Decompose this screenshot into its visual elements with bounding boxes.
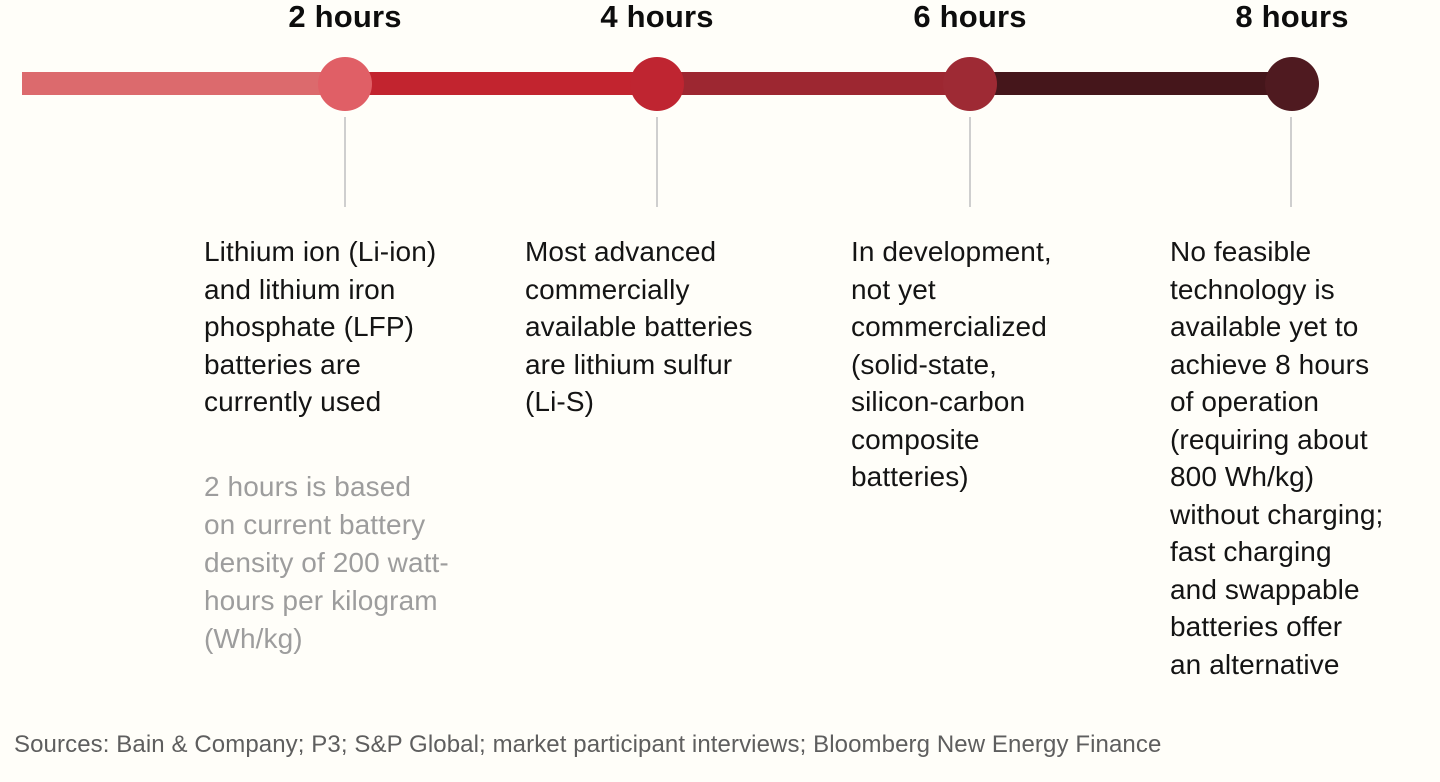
timeline-segment-4h-6h [657,72,970,95]
description-2-hours: Lithium ion (Li-ion) and lithium iron ph… [204,236,437,417]
connector-line-8-hours [1290,117,1292,207]
timeline-segment-2h-4h [345,72,657,95]
milestone-dot-2-hours [318,57,372,111]
milestone-label-2-hours: 2 hours [288,0,402,34]
connector-line-2-hours [344,117,346,207]
sources-attribution: Sources: Bain & Company; P3; S&P Global;… [14,731,1162,758]
description-6-hours: In development, not yet commercialized (… [851,236,1052,492]
milestone-dot-6-hours [943,57,997,111]
milestone-dot-4-hours [630,57,684,111]
connector-line-4-hours [656,117,658,207]
description-4-hours: Most advanced commercially available bat… [525,236,753,417]
milestone-label-8-hours: 8 hours [1235,0,1349,34]
milestone-dot-8-hours [1265,57,1319,111]
milestone-label-6-hours: 6 hours [913,0,1027,34]
description-8-hours: No feasible technology is available yet … [1170,236,1384,680]
connector-line-6-hours [969,117,971,207]
note-2-hours-battery-density: 2 hours is based on current battery dens… [204,471,449,654]
timeline-segment-0-2h [22,72,345,95]
milestone-label-4-hours: 4 hours [600,0,714,34]
timeline-segment-6h-8h [970,72,1292,95]
